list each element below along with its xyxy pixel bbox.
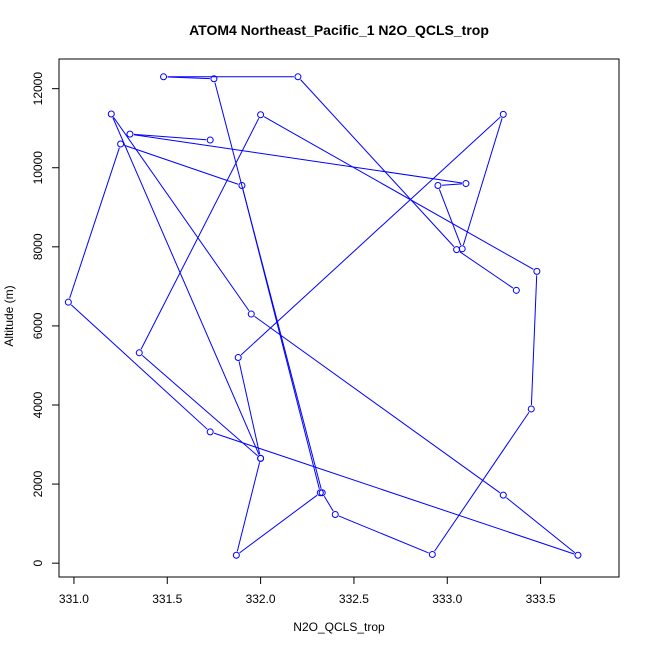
data-point: [499, 110, 507, 118]
series-line-segment: [112, 117, 260, 455]
y-tick-label: 6000: [31, 312, 45, 339]
y-tick-label: 10000: [31, 151, 45, 185]
series-line-segment: [214, 82, 322, 490]
data-point: [434, 182, 442, 190]
chart-title: ATOM4 Northeast_Pacific_1 N2O_QCLS_trop: [189, 22, 489, 38]
data-point: [512, 286, 520, 294]
data-point: [318, 489, 326, 497]
x-axis: 331.0 331.5 332.0 332.5 333.0 333.5: [59, 576, 556, 606]
data-point: [294, 73, 302, 81]
data-point: [160, 73, 168, 81]
series-line-segment: [69, 147, 120, 299]
data-point: [126, 130, 134, 138]
data-point: [232, 551, 240, 559]
y-tick-label: 0: [31, 560, 45, 567]
data-point: [135, 349, 143, 357]
data-point: [247, 310, 255, 318]
series-line-segment: [434, 411, 530, 552]
data-point: [458, 245, 466, 253]
series-line-segment: [441, 183, 462, 186]
data-point: [206, 428, 214, 436]
data-point: [527, 405, 535, 413]
series-line-segment: [236, 462, 261, 552]
y-tick-label: 12000: [31, 72, 45, 106]
x-tick-label: 331.5: [152, 592, 182, 606]
x-tick-label: 332.5: [339, 592, 369, 606]
data-point: [462, 180, 470, 188]
series-line-segment: [239, 494, 318, 554]
y-axis: 0 2000 4000 6000 8000 10000 12000: [31, 72, 60, 567]
data-point: [533, 267, 541, 275]
x-tick-label: 333.5: [526, 592, 556, 606]
series-line-segment: [167, 76, 210, 80]
series-line-segment: [238, 361, 261, 455]
data-point: [316, 489, 324, 497]
series-line-segment: [323, 495, 334, 512]
series-line-segment: [338, 515, 429, 554]
data-point: [64, 298, 72, 306]
data-point: [453, 246, 461, 254]
y-tick-label: 2000: [31, 470, 45, 497]
series-line-segment: [141, 355, 258, 457]
y-axis-title: Altitude (m): [2, 285, 16, 346]
series-line-segment: [242, 189, 320, 490]
series-line-segment: [213, 432, 575, 555]
series-line-segment: [263, 116, 534, 270]
data-point: [257, 111, 265, 119]
series-layer: [64, 73, 582, 559]
series-line-segment: [506, 497, 576, 554]
series-line-segment: [462, 118, 503, 246]
data-point: [117, 140, 125, 148]
series-line-segment: [300, 79, 455, 247]
series-line-segment: [133, 134, 463, 184]
data-point: [210, 75, 218, 83]
series-line-segment: [530, 275, 538, 405]
data-point: [257, 454, 265, 462]
series-line-segment: [438, 189, 462, 246]
series-line-segment: [140, 118, 260, 350]
series-line-segment: [70, 304, 208, 430]
series-line-segment: [113, 116, 250, 312]
data-point: [238, 182, 246, 190]
x-tick-label: 331.0: [59, 592, 89, 606]
series-line-segment: [133, 133, 207, 141]
data-point: [499, 491, 507, 499]
series-line-segment: [254, 315, 501, 494]
series-line-segment: [240, 116, 501, 356]
data-point: [574, 551, 582, 559]
data-point: [234, 354, 242, 362]
data-point: [206, 136, 214, 144]
y-tick-label: 4000: [31, 391, 45, 418]
x-tick-label: 332.0: [246, 592, 276, 606]
data-point: [428, 550, 436, 558]
y-tick-label: 8000: [31, 233, 45, 260]
data-point: [331, 511, 339, 519]
x-axis-title: N2O_QCLS_trop: [293, 620, 385, 634]
series-line-segment: [459, 251, 514, 289]
series-line-segment: [124, 144, 239, 185]
data-point: [107, 110, 115, 118]
x-tick-label: 333.0: [432, 592, 462, 606]
